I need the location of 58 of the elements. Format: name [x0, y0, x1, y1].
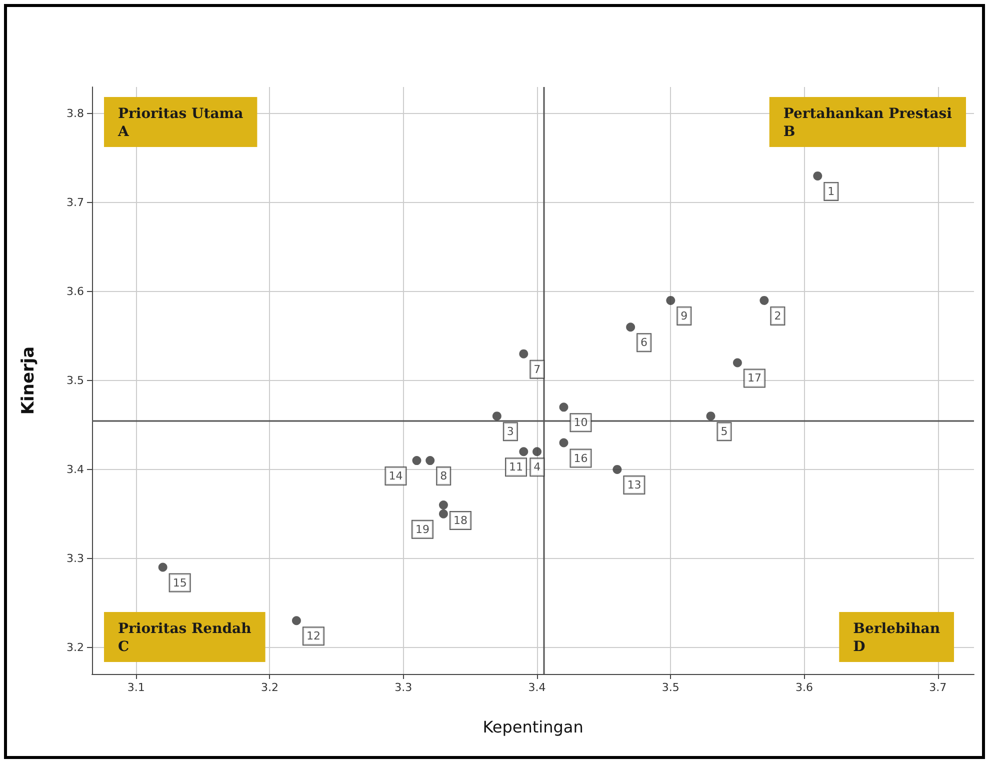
point	[612, 464, 622, 474]
annotation: 19	[415, 522, 430, 536]
point	[706, 412, 716, 421]
annotation: 18	[453, 514, 468, 528]
y-tick-label: 3.3	[66, 552, 84, 565]
point	[559, 402, 568, 412]
annotation: Prioritas Utama A	[117, 106, 244, 140]
annotation: 11	[509, 460, 524, 474]
y-tick-label: 3.6	[66, 285, 84, 298]
y-tick-label: 3.4	[66, 462, 84, 476]
x-tick-label: 3.6	[796, 681, 814, 694]
y-tick-label: 3.8	[66, 107, 84, 120]
point	[666, 296, 676, 305]
point	[532, 447, 542, 456]
annotation: 9	[680, 309, 688, 322]
annotation: 2	[774, 309, 782, 322]
point	[492, 412, 502, 421]
x-tick-label: 3.2	[260, 681, 278, 694]
annotation: 12	[306, 630, 320, 643]
annotation: Berlebihan D	[853, 621, 940, 655]
x-axis-title: Kepentingan	[482, 718, 584, 736]
point	[412, 456, 422, 466]
point	[438, 500, 448, 510]
point	[426, 456, 435, 466]
point	[158, 562, 168, 572]
x-tick-label: 3.3	[394, 681, 412, 694]
annotation: Prioritas Rendah C	[118, 621, 252, 655]
annotation: 13	[627, 478, 642, 492]
point	[519, 447, 528, 456]
annotation: 3	[506, 425, 514, 438]
annotation: 16	[574, 452, 588, 465]
x-tick-label: 3.4	[528, 681, 546, 694]
point	[813, 171, 822, 180]
annotation: 8	[440, 470, 448, 483]
y-tick-label: 3.2	[66, 640, 84, 654]
point	[760, 296, 769, 305]
y-tick-label: 3.5	[66, 374, 84, 387]
point	[626, 322, 636, 332]
point	[732, 358, 742, 368]
annotation: 17	[747, 372, 762, 385]
annotation: Pertahankan Prestasi B	[783, 106, 952, 140]
x-tick-label: 3.5	[662, 681, 680, 694]
annotation: 6	[640, 336, 648, 350]
point	[438, 509, 448, 518]
annotation: 5	[720, 425, 728, 438]
annotation: 1	[828, 184, 835, 198]
x-tick-label: 3.7	[929, 681, 947, 694]
annotation: 15	[172, 576, 187, 590]
x-tick-label: 3.1	[127, 681, 145, 694]
annotation: 10	[574, 416, 588, 430]
y-axis-title: Kinerja	[18, 346, 38, 415]
annotation: 4	[534, 460, 541, 474]
y-tick-label: 3.7	[66, 196, 84, 210]
point	[519, 349, 528, 358]
point	[559, 438, 568, 448]
annotation: 7	[534, 362, 541, 376]
point	[292, 616, 301, 626]
annotation: 14	[388, 470, 403, 483]
